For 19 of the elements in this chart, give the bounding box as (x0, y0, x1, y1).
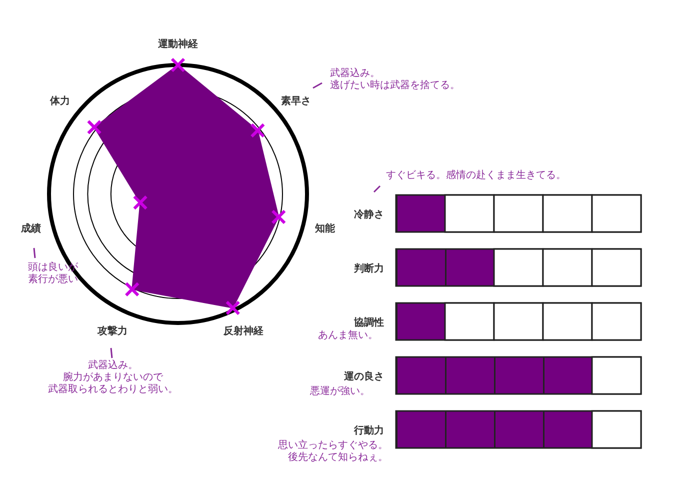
y-tick-label: 行動力 (353, 424, 384, 436)
spoke-label: 素早さ (281, 94, 312, 107)
y-tick-label: 判断力 (353, 262, 384, 274)
text: 武器込み。逃げたい時は武器を捨てる。 (330, 67, 460, 91)
text: すぐビキる。感情の赴くまま生きてる。 (386, 169, 566, 181)
text: あんま無い。 (318, 329, 378, 341)
y-tick-label: 運の良さ (343, 370, 384, 382)
spoke-label: 反射神経 (222, 325, 265, 338)
y-tick-label: 協調性 (353, 316, 384, 328)
spoke-label: 知能 (314, 222, 336, 235)
text: 頭は良いが素行が悪い (28, 261, 79, 285)
spoke-label: 成績 (20, 222, 41, 235)
spoke-label: 攻撃力 (96, 325, 128, 338)
text: 思い立ったらすぐやる。後先なんて知らねぇ。 (277, 439, 388, 463)
text: 武器込み。腕力があまりないので武器取られるとわりと弱い。 (48, 359, 178, 395)
y-tick-label: 冷静さ (354, 208, 384, 220)
spoke-label: 体力 (48, 94, 70, 107)
text: 悪運が強い。 (309, 385, 370, 397)
spoke-label: 運動神経 (157, 38, 199, 50)
